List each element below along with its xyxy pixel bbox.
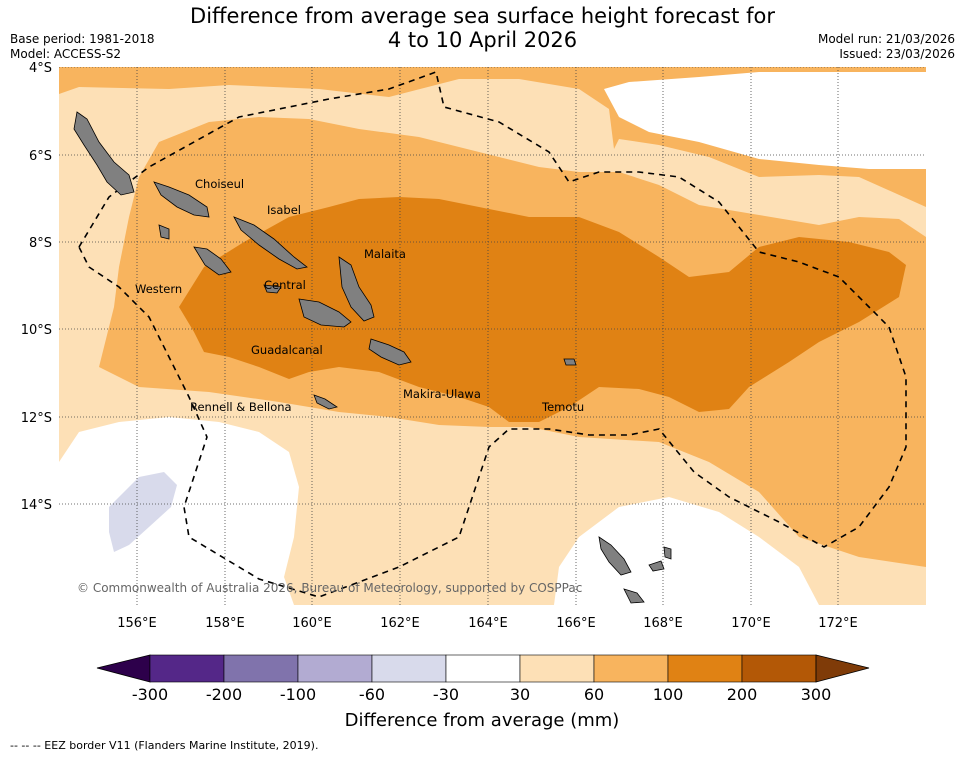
lon-label-156e: 156°E bbox=[117, 616, 157, 631]
colorbar-tick-4: -30 bbox=[433, 685, 459, 704]
lat-label-8s: 8°S bbox=[29, 236, 52, 251]
anomaly-neutral-sw bbox=[59, 417, 299, 605]
colorbar-over-arrow bbox=[815, 654, 870, 683]
colorbar-swatch-1 bbox=[223, 654, 299, 683]
anomaly-neg-30-60 bbox=[109, 472, 177, 552]
label-central: Central bbox=[264, 278, 306, 292]
lat-label-12s: 12°S bbox=[21, 411, 52, 426]
vanuatu-island-4 bbox=[663, 546, 672, 560]
lat-label-14s: 14°S bbox=[21, 498, 52, 513]
colorbar-swatch-5 bbox=[519, 654, 595, 683]
label-rennell-bellona: Rennell & Bellona bbox=[190, 400, 292, 414]
colorbar-under-arrow bbox=[96, 654, 151, 683]
colorbar-swatch-2 bbox=[297, 654, 373, 683]
chart-title: Difference from average sea surface heig… bbox=[0, 4, 965, 52]
rennell-island bbox=[313, 394, 338, 410]
lat-label-6s: 6°S bbox=[29, 149, 52, 164]
eez-border bbox=[78, 70, 907, 598]
copyright-notice: © Commonwealth of Australia 2026, Bureau… bbox=[77, 581, 582, 595]
label-temotu: Temotu bbox=[541, 400, 584, 414]
colorbar-swatch-0 bbox=[149, 654, 225, 683]
choiseul-island bbox=[153, 181, 210, 218]
colorbar-tick-5: 30 bbox=[510, 685, 530, 704]
new-georgia-island bbox=[193, 246, 232, 276]
guadalcanal-island bbox=[298, 298, 352, 328]
vanuatu-north-island bbox=[598, 536, 632, 576]
colorbar-swatch-4 bbox=[445, 654, 521, 683]
anomaly-neutral-ne bbox=[604, 72, 926, 169]
colorbar-tick-2: -100 bbox=[280, 685, 316, 704]
lon-label-172e: 172°E bbox=[818, 616, 858, 631]
colorbar-tick-8: 200 bbox=[727, 685, 758, 704]
isabel-island bbox=[233, 216, 308, 270]
lon-label-168e: 168°E bbox=[643, 616, 683, 631]
lon-label-170e: 170°E bbox=[731, 616, 771, 631]
model-run: Model run: 21/03/2026 bbox=[817, 32, 955, 46]
colorbar-tick-9: 300 bbox=[801, 685, 832, 704]
label-malaita: Malaita bbox=[364, 247, 406, 261]
map-svg: Choiseul Isabel Malaita Western Central … bbox=[59, 67, 926, 605]
florida-islands bbox=[263, 284, 282, 294]
base-period: Base period: 1981-2018 bbox=[10, 32, 155, 46]
map-panel: Choiseul Isabel Malaita Western Central … bbox=[59, 67, 926, 605]
colorbar bbox=[96, 654, 870, 683]
lon-label-166e: 166°E bbox=[556, 616, 596, 631]
lon-label-158e: 158°E bbox=[205, 616, 245, 631]
colorbar-title: Difference from average (mm) bbox=[345, 710, 620, 731]
colorbar-swatch-8 bbox=[741, 654, 817, 683]
label-isabel: Isabel bbox=[267, 203, 301, 217]
colorbar-tick-7: 100 bbox=[653, 685, 684, 704]
lon-label-164e: 164°E bbox=[468, 616, 508, 631]
lon-label-160e: 160°E bbox=[292, 616, 332, 631]
colorbar-tick-1: -200 bbox=[206, 685, 242, 704]
colorbar-tick-3: -60 bbox=[359, 685, 385, 704]
eez-legend: -- -- -- EEZ border V11 (Flanders Marine… bbox=[10, 739, 319, 752]
colorbar-swatch-7 bbox=[667, 654, 743, 683]
model-name: Model: ACCESS-S2 bbox=[10, 47, 122, 61]
label-guadalcanal: Guadalcanal bbox=[251, 343, 323, 357]
santa-cruz-island bbox=[563, 358, 577, 366]
lat-label-10s: 10°S bbox=[21, 323, 52, 338]
vanuatu-island-2 bbox=[623, 588, 645, 604]
label-makira-ulawa: Makira-Ulawa bbox=[403, 387, 481, 401]
issued-date: Issued: 23/03/2026 bbox=[839, 47, 955, 61]
title-line-1: Difference from average sea surface heig… bbox=[190, 4, 775, 28]
colorbar-swatch-6 bbox=[593, 654, 669, 683]
label-western: Western bbox=[135, 282, 182, 296]
label-choiseul: Choiseul bbox=[195, 177, 244, 191]
colorbar-tick-0: -300 bbox=[132, 685, 168, 704]
anomaly-100-200 bbox=[179, 197, 906, 422]
bougainville-island bbox=[73, 111, 135, 196]
meta-right: Model run: 21/03/2026 Issued: 23/03/2026 bbox=[818, 32, 955, 62]
vella-lavella-island bbox=[158, 224, 170, 240]
malaita-island bbox=[338, 256, 375, 322]
title-line-2: 4 to 10 April 2026 bbox=[387, 28, 578, 52]
colorbar-swatch-3 bbox=[371, 654, 447, 683]
vanuatu-island-3 bbox=[648, 560, 665, 572]
lon-label-162e: 162°E bbox=[380, 616, 420, 631]
meta-left: Base period: 1981-2018 Model: ACCESS-S2 bbox=[10, 32, 155, 62]
makira-island bbox=[368, 338, 412, 366]
anomaly-neutral-se bbox=[554, 497, 819, 605]
graticule bbox=[59, 67, 926, 605]
land-masses bbox=[73, 111, 672, 604]
colorbar-tick-6: 60 bbox=[584, 685, 604, 704]
lat-label-4s: 4°S bbox=[29, 61, 52, 76]
